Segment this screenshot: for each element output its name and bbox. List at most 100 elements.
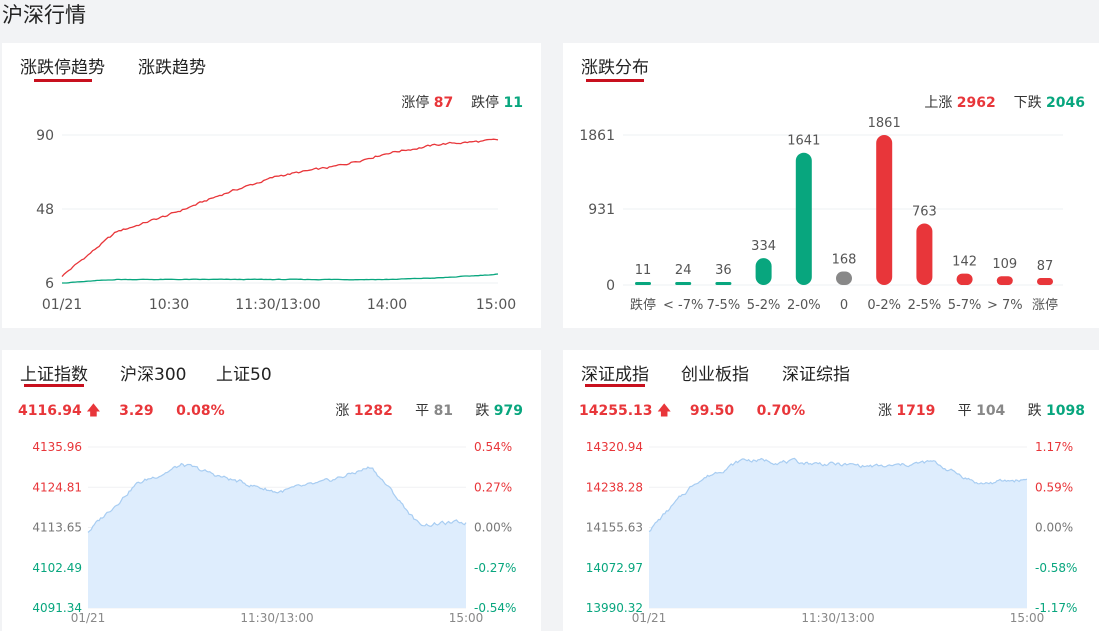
bar-value-label: 11 (635, 263, 652, 278)
flat-label: 平 (415, 403, 430, 419)
y-tick-right: 0.54% (474, 440, 512, 454)
active-tab-underline (24, 384, 84, 387)
sz-change-pct: 0.70% (756, 403, 806, 419)
y-tick-right: -1.17% (1035, 601, 1077, 615)
x-tick: 01/21 (42, 297, 82, 313)
y-tick-left: 4113.65 (32, 521, 82, 535)
y-tick-left: 13990.32 (586, 601, 643, 615)
arrow-up-icon: 🡅 (656, 403, 672, 419)
bar-category-label: > 7% (987, 298, 1023, 313)
bar-category-label: < -7% (663, 298, 703, 313)
bar-value-label: 334 (751, 239, 776, 254)
sh-intraday-chart: 4135.96 0.54% 4124.81 0.27% 4113.65 0.00% 4102… (32, 440, 516, 625)
x-tick: 01/21 (632, 611, 667, 625)
tab-sh-composite[interactable]: 上证指数 (20, 365, 88, 385)
sh-down-count: 979 (493, 403, 523, 419)
bar-category-label: 0 (840, 298, 848, 313)
active-tab-underline (585, 384, 645, 387)
down-value: 2046 (1046, 95, 1085, 111)
sh-change-pct: 0.08% (176, 403, 225, 419)
tab-distribution[interactable]: 涨跌分布 (581, 58, 649, 78)
y-tick-left: 4091.34 (32, 601, 82, 615)
sz-index-panel: 深证成指 创业板指 深证综指 14255.13 🡅 99.50 0.70% 涨 … (563, 350, 1099, 631)
tab-sse50[interactable]: 上证50 (216, 365, 272, 385)
bar-value-label: 36 (715, 263, 732, 278)
bar (996, 276, 1013, 285)
y-tick-left: 14320.94 (586, 440, 643, 454)
bar-category-label: 0-2% (867, 298, 901, 313)
area-fill (649, 458, 1027, 608)
bar-value-label: 1641 (787, 134, 820, 149)
sz-price: 14255.13 (579, 403, 653, 419)
y-tick-right: -0.54% (474, 601, 516, 615)
y-tick-right: 0.27% (474, 480, 512, 494)
limit-trend-chart: 90 48 6 01/21 10:30 11:30/13:00 14:00 15… (36, 128, 516, 313)
sh-price: 4116.94 (18, 403, 82, 419)
bar-category-label: 5-2% (747, 298, 781, 313)
sz-up-count: 1719 (896, 403, 936, 419)
y-tick-left: 14155.63 (586, 521, 643, 535)
x-tick: 01/21 (71, 611, 106, 625)
sh-quote: 4116.94 🡅 3.29 0.08% (18, 400, 225, 424)
y-tick: 0 (606, 278, 615, 294)
y-tick-left: 4102.49 (32, 561, 82, 575)
up-value: 2962 (956, 95, 996, 111)
bar-category-label: 5-7% (948, 298, 982, 313)
bar (836, 271, 852, 285)
x-tick: 11:30/13:00 (235, 297, 320, 313)
bar (916, 223, 933, 285)
x-tick: 11:30/13:00 (240, 611, 313, 625)
x-tick: 11:30/13:00 (801, 611, 874, 625)
bar-category-label: 2-5% (908, 298, 942, 313)
up-label: 涨 (877, 403, 892, 419)
y-tick: 6 (45, 276, 54, 292)
tab-limit-trend[interactable]: 涨跌停趋势 (20, 58, 105, 78)
up-label: 上涨 (924, 95, 953, 111)
sz-change: 99.50 (689, 403, 735, 419)
y-tick: 48 (36, 202, 54, 218)
bar-value-label: 1861 (868, 116, 901, 131)
sz-flat-count: 104 (976, 403, 1006, 419)
sh-up-count: 1282 (353, 403, 393, 419)
tab-sz-component[interactable]: 深证成指 (581, 365, 649, 385)
tab-csi300[interactable]: 沪深300 (120, 365, 187, 385)
y-tick-right: 1.17% (1035, 440, 1073, 454)
limit-down-value: 11 (503, 95, 523, 111)
y-tick-left: 14072.97 (586, 561, 643, 575)
limit-down-label: 跌停 (471, 95, 500, 111)
sz-breadth: 涨 1719 平 104 跌 1098 (878, 400, 1085, 420)
bar (876, 135, 893, 285)
sz-intraday-chart: 14320.94 1.17% 14238.28 0.59% 14155.63 0.00% 1… (586, 440, 1078, 625)
bar-value-label: 109 (992, 257, 1017, 272)
bar-value-label: 142 (952, 255, 977, 270)
bar-category-label: 跌停 (630, 297, 656, 313)
y-tick: 90 (36, 128, 54, 144)
limit-trend-panel: 涨跌停趋势 涨跌趋势 涨停 87 跌停 11 90 48 6 01/21 10:… (2, 43, 541, 328)
x-tick: 14:00 (367, 297, 407, 313)
y-tick: 1861 (579, 128, 615, 144)
y-tick-right: -0.58% (1035, 561, 1077, 575)
sz-quote: 14255.13 🡅 99.50 0.70% (579, 400, 805, 424)
bar (755, 258, 772, 285)
down-label: 下跌 (1013, 95, 1042, 111)
distribution-chart: 1861 931 0 11 跌停 24 < -7% 36 7-5% 334 5-2% 1641 2… (579, 116, 1063, 313)
bar-value-label: 168 (832, 253, 857, 268)
y-tick: 931 (588, 202, 615, 218)
y-tick-right: -0.27% (474, 561, 516, 575)
up-label: 涨 (335, 403, 350, 419)
series-line-limit-up (61, 138, 499, 278)
tab-up-down-trend[interactable]: 涨跌趋势 (138, 58, 206, 78)
sh-change: 3.29 (119, 403, 154, 419)
bar (795, 152, 812, 285)
tab-sz-composite[interactable]: 深证综指 (782, 365, 850, 385)
bar (635, 282, 651, 285)
tab-chinext[interactable]: 创业板指 (681, 365, 749, 385)
limit-stats: 涨停 87 跌停 11 (401, 92, 523, 112)
x-tick: 15:00 (1010, 611, 1045, 625)
bar-value-label: 87 (1037, 259, 1054, 274)
y-tick-left: 14238.28 (586, 480, 643, 494)
bar-value-label: 763 (912, 205, 937, 220)
down-label: 跌 (475, 403, 490, 419)
arrow-up-icon: 🡅 (86, 403, 101, 419)
flat-label: 平 (957, 403, 972, 419)
